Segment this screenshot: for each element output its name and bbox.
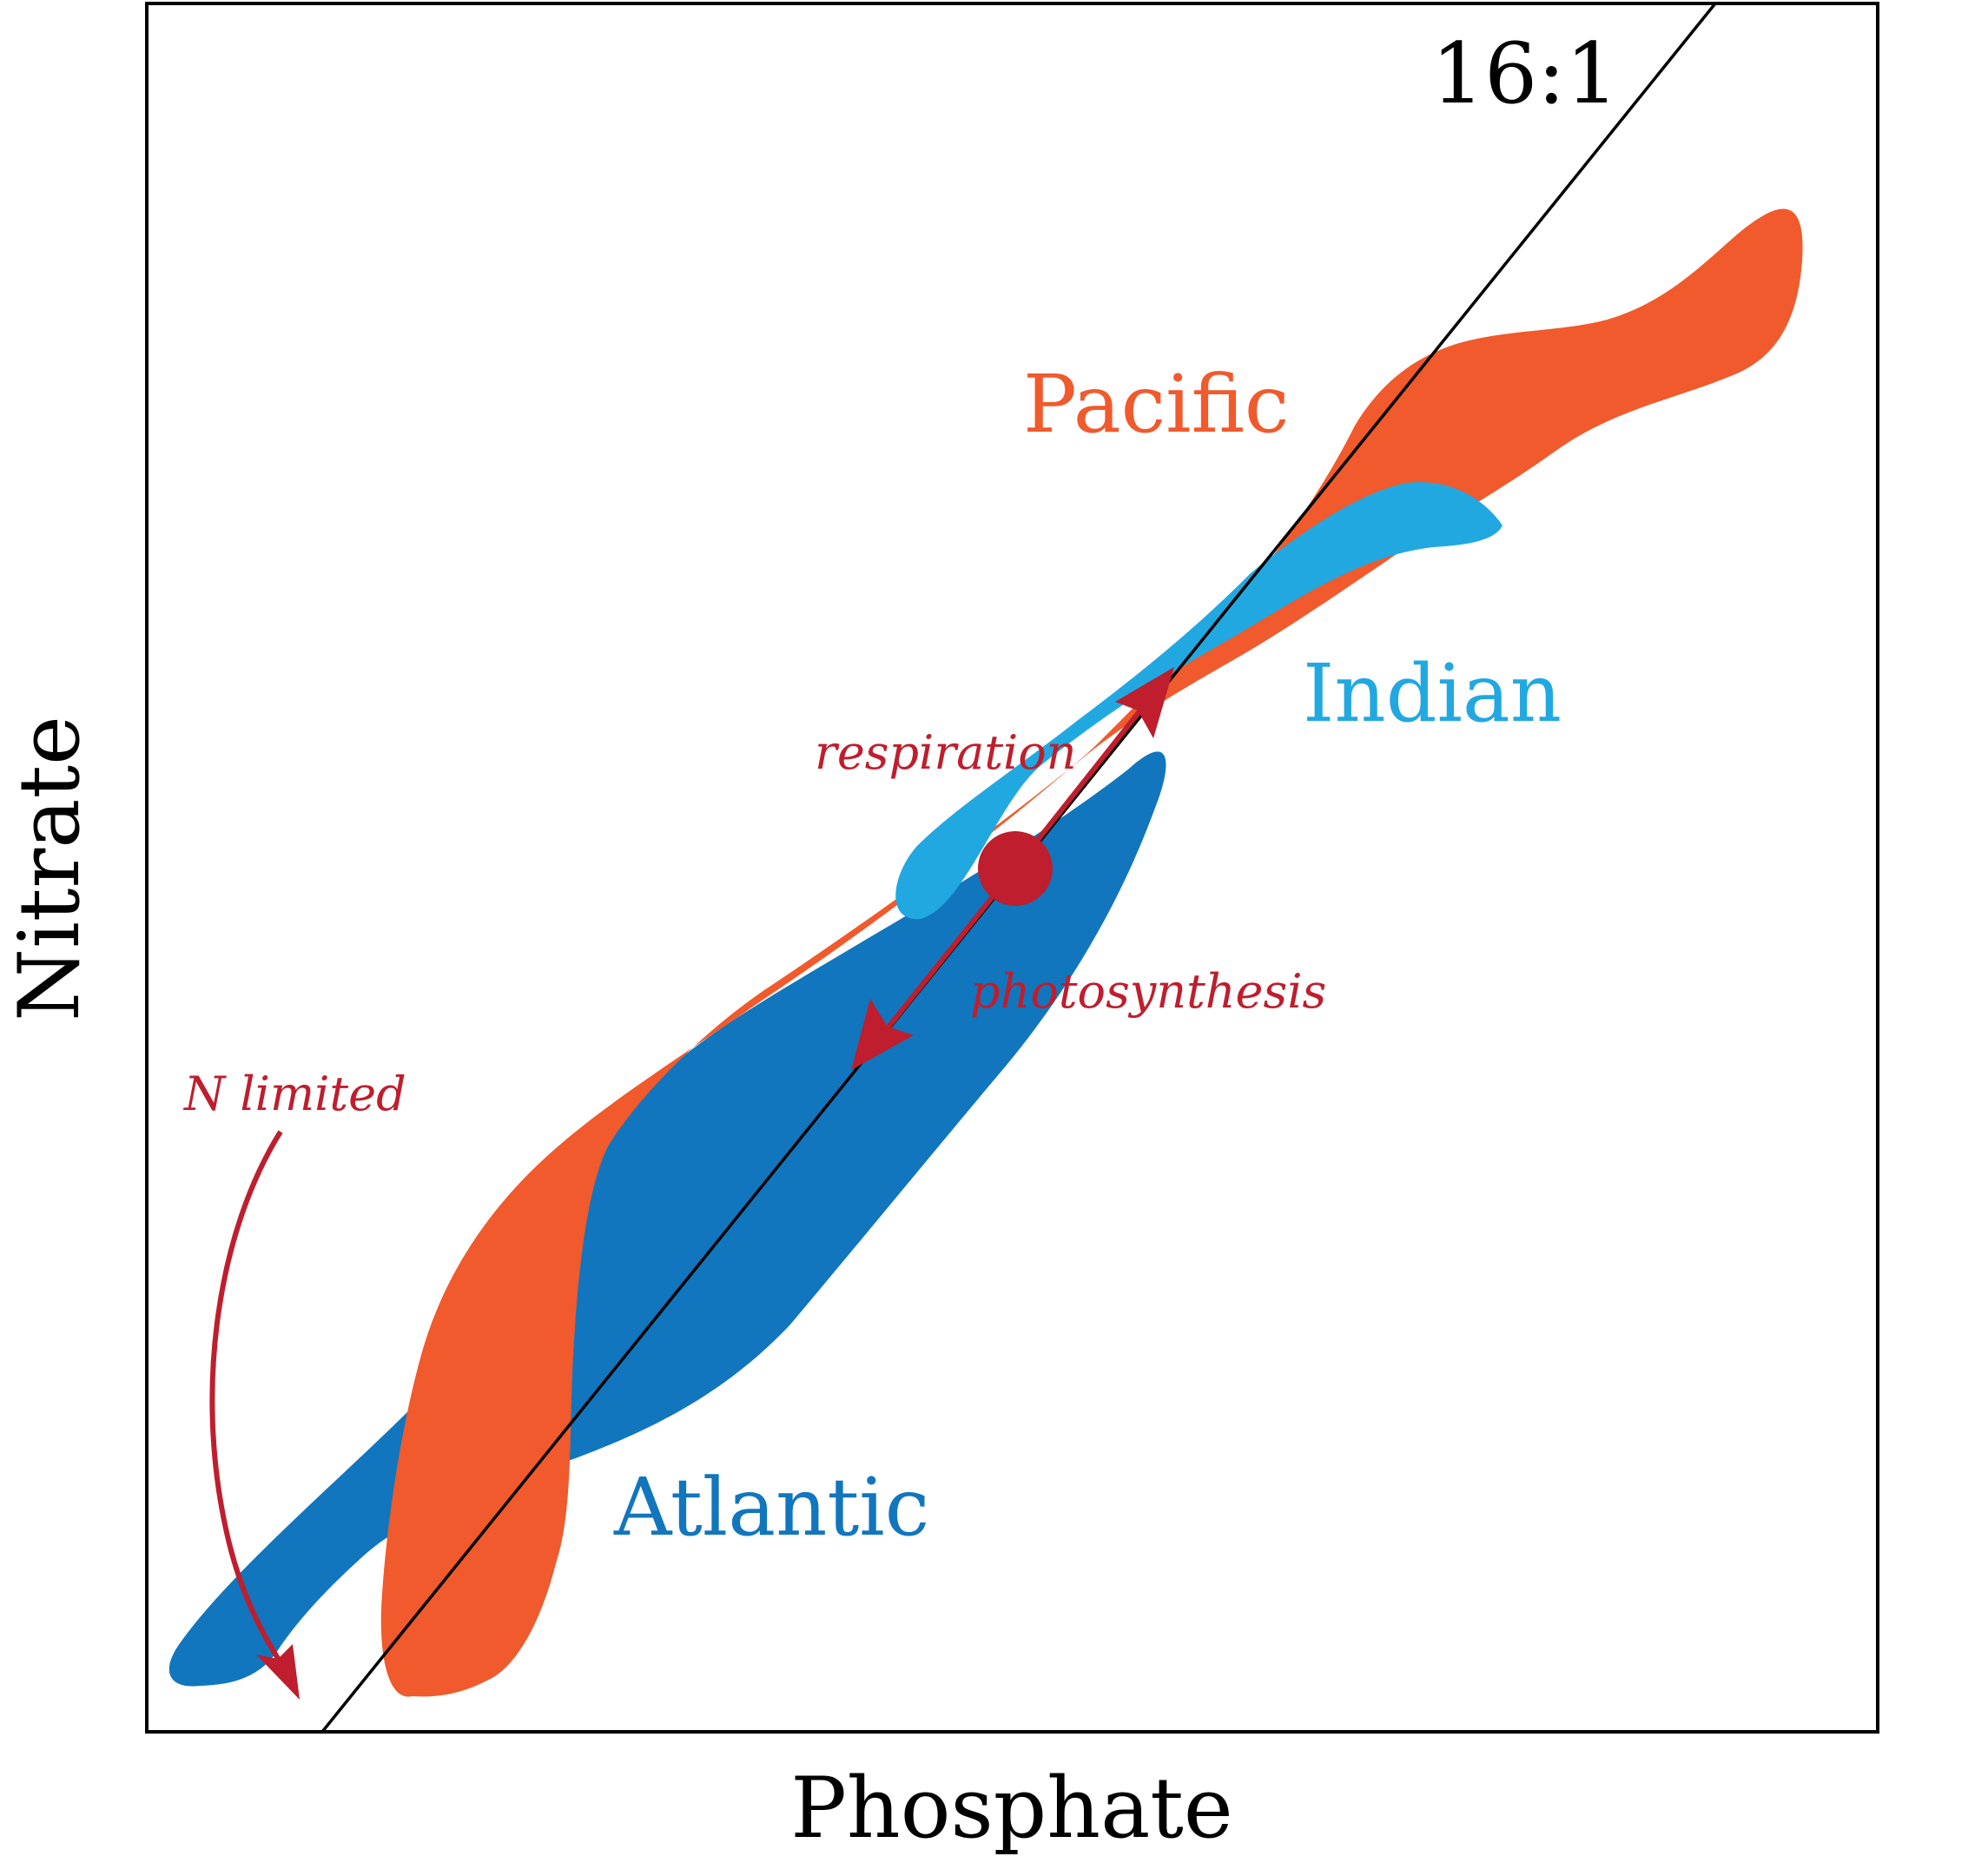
x-axis-label: Phosphate [790, 1760, 1232, 1857]
plot-frame [145, 2, 1879, 1734]
photosynthesis-arrow [851, 867, 1018, 1070]
n-limited-arrowhead [256, 1644, 300, 1700]
pacific-label: Pacific [1023, 358, 1289, 451]
respiration-arrowhead [1115, 667, 1174, 738]
n-limited-label: N limited [182, 1067, 406, 1121]
pacific-region [380, 208, 1803, 1697]
photosynthesis-label: photosynthesis [970, 964, 1326, 1019]
n-limited-arrow [209, 1130, 300, 1700]
respiration-label: respiration [815, 725, 1077, 780]
indian-label: Indian [1303, 647, 1562, 740]
photosynthesis-arrowhead [851, 999, 914, 1070]
y-axis-label: Nitrate [1, 716, 98, 1021]
indian-region [895, 482, 1503, 920]
redfield-ratio-label: 16:1 [1431, 25, 1619, 122]
respiration-arrow [1013, 667, 1174, 870]
atlantic-label: Atlantic [613, 1461, 929, 1554]
water-sample-point [978, 831, 1053, 906]
